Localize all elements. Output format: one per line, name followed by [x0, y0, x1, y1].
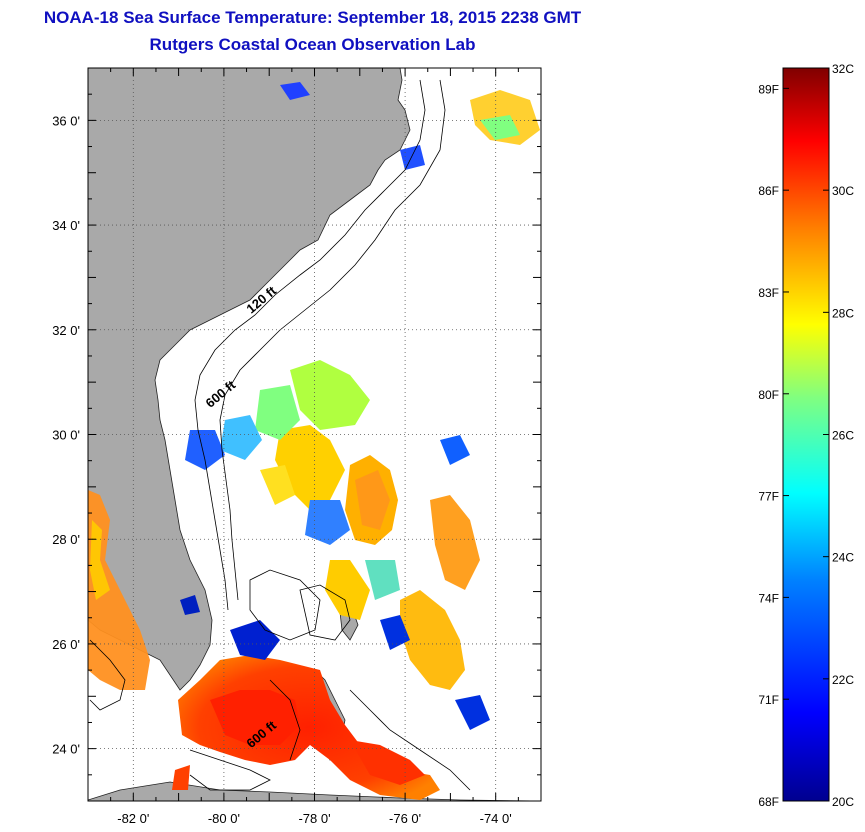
cb-fahrenheit-label: 86F [758, 184, 779, 198]
cb-celsius-label: 28C [832, 306, 854, 320]
cb-fahrenheit-label: 77F [758, 490, 779, 504]
cb-fahrenheit-label: 68F [758, 795, 779, 809]
map-subtitle: Rutgers Coastal Ocean Observation Lab [149, 35, 476, 54]
lat-tick-label: 26 0' [52, 637, 80, 652]
map-title: NOAA-18 Sea Surface Temperature: Septemb… [43, 8, 582, 27]
cb-fahrenheit-label: 80F [758, 388, 779, 402]
cb-fahrenheit-label: 89F [758, 82, 779, 96]
lon-tick-label: -82 0' [117, 811, 149, 826]
land-mass [88, 68, 411, 691]
cb-celsius-label: 30C [832, 184, 854, 198]
cb-celsius-label: 26C [832, 429, 854, 443]
lat-tick-label: 36 0' [52, 113, 80, 128]
land-cuba [88, 781, 541, 801]
axis-ticks [87, 67, 542, 802]
bathymetry-contours [89, 79, 471, 791]
lon-tick-label: -74 0' [480, 811, 512, 826]
sst-patches [88, 82, 540, 800]
cb-celsius-label: 20C [832, 795, 854, 809]
longitude-labels: -82 0' -80 0' -78 0' -76 0' -74 0' [117, 811, 512, 826]
colorbar-ticks: 32C 30C 28C 26C 24C 22C 20C 89F 86F 83F 80F 77F 74F 7… [758, 62, 854, 809]
lat-tick-label: 34 0' [52, 218, 80, 233]
colorbar [782, 67, 830, 802]
lon-tick-label: -76 0' [389, 811, 421, 826]
cb-celsius-label: 32C [832, 62, 854, 76]
latitude-labels: 36 0' 34 0' 32 0' 30 0' 28 0' 26 0' 24 0' [52, 113, 80, 756]
cb-fahrenheit-label: 83F [758, 286, 779, 300]
lat-tick-label: 28 0' [52, 532, 80, 547]
lat-tick-label: 24 0' [52, 742, 80, 757]
cb-fahrenheit-label: 74F [758, 591, 779, 605]
lat-tick-label: 32 0' [52, 323, 80, 338]
cb-celsius-label: 22C [832, 673, 854, 687]
lon-tick-label: -78 0' [298, 811, 330, 826]
lon-tick-label: -80 0' [208, 811, 240, 826]
lat-tick-label: 30 0' [52, 428, 80, 443]
cb-fahrenheit-label: 71F [758, 693, 779, 707]
cb-celsius-label: 24C [832, 551, 854, 565]
